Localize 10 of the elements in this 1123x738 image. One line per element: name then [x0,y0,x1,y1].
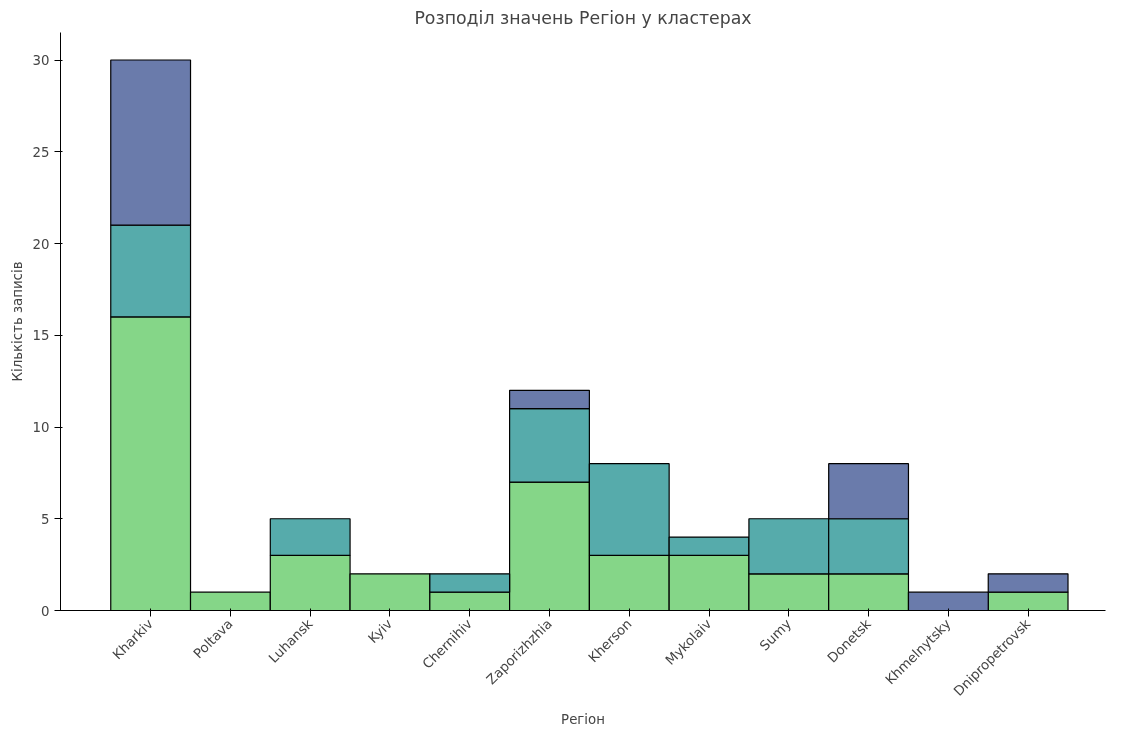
chart-title: Розподіл значень Регіон у кластерах [414,7,752,28]
y-tick-label: 5 [41,511,50,527]
y-axis-title: Кількість записів [9,261,25,382]
x-axis-title: Регіон [561,712,605,728]
y-tick-label: 25 [32,144,50,160]
y-tick-label: 15 [32,328,50,344]
y-tick-label: 20 [32,236,50,252]
y-tick-label: 10 [32,420,50,436]
y-tick-label: 0 [41,603,50,619]
y-tick-label: 30 [32,53,50,69]
